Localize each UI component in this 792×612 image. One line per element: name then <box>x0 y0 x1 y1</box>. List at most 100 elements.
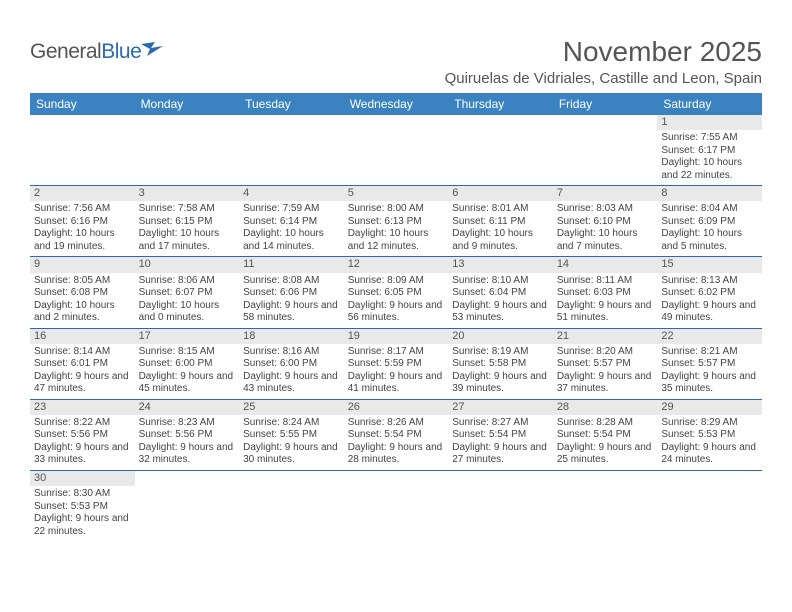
sunrise-text: Sunrise: 7:58 AM <box>139 203 236 216</box>
day-number: 21 <box>553 329 658 344</box>
daylight-text: Daylight: 10 hours and 0 minutes. <box>139 300 236 325</box>
sunset-text: Sunset: 5:53 PM <box>661 429 758 442</box>
sunset-text: Sunset: 6:15 PM <box>139 216 236 229</box>
day-number: 24 <box>135 400 240 415</box>
calendar-day-cell <box>553 115 658 186</box>
sunrise-text: Sunrise: 8:14 AM <box>34 346 131 359</box>
day-data: Sunrise: 8:16 AMSunset: 6:00 PMDaylight:… <box>239 344 344 399</box>
calendar-day-cell: 3Sunrise: 7:58 AMSunset: 6:15 PMDaylight… <box>135 186 240 257</box>
day-data: Sunrise: 8:05 AMSunset: 6:08 PMDaylight:… <box>30 273 135 328</box>
day-number: 6 <box>448 186 553 201</box>
calendar-day-cell: 16Sunrise: 8:14 AMSunset: 6:01 PMDayligh… <box>30 328 135 399</box>
day-data: Sunrise: 8:10 AMSunset: 6:04 PMDaylight:… <box>448 273 553 328</box>
sunset-text: Sunset: 6:11 PM <box>452 216 549 229</box>
daylight-text: Daylight: 9 hours and 53 minutes. <box>452 300 549 325</box>
calendar-day-cell: 25Sunrise: 8:24 AMSunset: 5:55 PMDayligh… <box>239 399 344 470</box>
title-block: November 2025 Quiruelas de Vidriales, Ca… <box>445 36 762 87</box>
day-number: 22 <box>657 329 762 344</box>
day-data: Sunrise: 8:20 AMSunset: 5:57 PMDaylight:… <box>553 344 658 399</box>
calendar-week-row: 9Sunrise: 8:05 AMSunset: 6:08 PMDaylight… <box>30 257 762 328</box>
weekday-header: Saturday <box>657 93 762 115</box>
sunrise-text: Sunrise: 8:00 AM <box>348 203 445 216</box>
day-number: 26 <box>344 400 449 415</box>
day-number: 27 <box>448 400 553 415</box>
daylight-text: Daylight: 9 hours and 39 minutes. <box>452 371 549 396</box>
calendar-day-cell: 24Sunrise: 8:23 AMSunset: 5:56 PMDayligh… <box>135 399 240 470</box>
calendar-day-cell: 1Sunrise: 7:55 AMSunset: 6:17 PMDaylight… <box>657 115 762 186</box>
sunrise-text: Sunrise: 7:56 AM <box>34 203 131 216</box>
sunset-text: Sunset: 6:08 PM <box>34 287 131 300</box>
sunset-text: Sunset: 6:09 PM <box>661 216 758 229</box>
calendar-day-cell <box>448 115 553 186</box>
calendar-day-cell <box>344 115 449 186</box>
day-data: Sunrise: 8:15 AMSunset: 6:00 PMDaylight:… <box>135 344 240 399</box>
sunrise-text: Sunrise: 8:21 AM <box>661 346 758 359</box>
calendar-day-cell: 14Sunrise: 8:11 AMSunset: 6:03 PMDayligh… <box>553 257 658 328</box>
logo-text-blue: Blue <box>101 40 141 63</box>
sunrise-text: Sunrise: 8:01 AM <box>452 203 549 216</box>
weekday-header-row: Sunday Monday Tuesday Wednesday Thursday… <box>30 93 762 115</box>
daylight-text: Daylight: 9 hours and 24 minutes. <box>661 442 758 467</box>
calendar-day-cell <box>448 470 553 541</box>
day-number: 3 <box>135 186 240 201</box>
calendar-week-row: 30Sunrise: 8:30 AMSunset: 5:53 PMDayligh… <box>30 470 762 541</box>
sunset-text: Sunset: 5:53 PM <box>34 501 131 514</box>
daylight-text: Daylight: 9 hours and 30 minutes. <box>243 442 340 467</box>
sunset-text: Sunset: 5:56 PM <box>34 429 131 442</box>
day-number: 16 <box>30 329 135 344</box>
day-data: Sunrise: 8:09 AMSunset: 6:05 PMDaylight:… <box>344 273 449 328</box>
daylight-text: Daylight: 9 hours and 22 minutes. <box>34 513 131 538</box>
sunrise-text: Sunrise: 8:15 AM <box>139 346 236 359</box>
day-number: 17 <box>135 329 240 344</box>
day-number: 4 <box>239 186 344 201</box>
sunrise-text: Sunrise: 7:59 AM <box>243 203 340 216</box>
calendar-day-cell: 28Sunrise: 8:28 AMSunset: 5:54 PMDayligh… <box>553 399 658 470</box>
day-number: 7 <box>553 186 658 201</box>
sunrise-text: Sunrise: 8:29 AM <box>661 417 758 430</box>
day-data: Sunrise: 8:19 AMSunset: 5:58 PMDaylight:… <box>448 344 553 399</box>
calendar-week-row: 2Sunrise: 7:56 AMSunset: 6:16 PMDaylight… <box>30 186 762 257</box>
daylight-text: Daylight: 9 hours and 32 minutes. <box>139 442 236 467</box>
calendar-day-cell: 17Sunrise: 8:15 AMSunset: 6:00 PMDayligh… <box>135 328 240 399</box>
sunrise-text: Sunrise: 8:28 AM <box>557 417 654 430</box>
sunset-text: Sunset: 6:06 PM <box>243 287 340 300</box>
sunset-text: Sunset: 6:00 PM <box>139 358 236 371</box>
sunrise-text: Sunrise: 8:17 AM <box>348 346 445 359</box>
calendar-day-cell: 12Sunrise: 8:09 AMSunset: 6:05 PMDayligh… <box>344 257 449 328</box>
calendar-day-cell: 6 Sunrise: 8:01 AMSunset: 6:11 PMDaylight… <box>448 186 553 257</box>
calendar-day-cell: 10Sunrise: 8:06 AMSunset: 6:07 PMDayligh… <box>135 257 240 328</box>
sunset-text: Sunset: 6:02 PM <box>661 287 758 300</box>
sunrise-text: Sunrise: 8:04 AM <box>661 203 758 216</box>
sunset-text: Sunset: 5:54 PM <box>348 429 445 442</box>
day-number: 15 <box>657 257 762 272</box>
daylight-text: Daylight: 9 hours and 27 minutes. <box>452 442 549 467</box>
sunrise-text: Sunrise: 8:09 AM <box>348 275 445 288</box>
calendar-day-cell: 21Sunrise: 8:20 AMSunset: 5:57 PMDayligh… <box>553 328 658 399</box>
sunrise-text: Sunrise: 8:22 AM <box>34 417 131 430</box>
sunset-text: Sunset: 6:07 PM <box>139 287 236 300</box>
day-data: Sunrise: 8:17 AMSunset: 5:59 PMDaylight:… <box>344 344 449 399</box>
daylight-text: Daylight: 9 hours and 25 minutes. <box>557 442 654 467</box>
logo-text: GeneralBlue <box>30 40 141 64</box>
calendar-day-cell: 15Sunrise: 8:13 AMSunset: 6:02 PMDayligh… <box>657 257 762 328</box>
calendar-day-cell: 5Sunrise: 8:00 AMSunset: 6:13 PMDaylight… <box>344 186 449 257</box>
day-data: Sunrise: 8:11 AMSunset: 6:03 PMDaylight:… <box>553 273 658 328</box>
daylight-text: Daylight: 9 hours and 28 minutes. <box>348 442 445 467</box>
day-number: 28 <box>553 400 658 415</box>
day-data: Sunrise: 7:59 AMSunset: 6:14 PMDaylight:… <box>239 201 344 256</box>
day-data: Sunrise: 8:30 AMSunset: 5:53 PMDaylight:… <box>30 486 135 541</box>
day-data: Sunrise: 8:22 AMSunset: 5:56 PMDaylight:… <box>30 415 135 470</box>
calendar-week-row: 16Sunrise: 8:14 AMSunset: 6:01 PMDayligh… <box>30 328 762 399</box>
day-number: 20 <box>448 329 553 344</box>
daylight-text: Daylight: 10 hours and 9 minutes. <box>452 228 549 253</box>
day-data: Sunrise: 8:14 AMSunset: 6:01 PMDaylight:… <box>30 344 135 399</box>
day-number: 9 <box>30 257 135 272</box>
month-title: November 2025 <box>445 36 762 68</box>
sunrise-text: Sunrise: 8:16 AM <box>243 346 340 359</box>
day-number: 2 <box>30 186 135 201</box>
calendar-day-cell: 26Sunrise: 8:26 AMSunset: 5:54 PMDayligh… <box>344 399 449 470</box>
day-data: Sunrise: 8:08 AMSunset: 6:06 PMDaylight:… <box>239 273 344 328</box>
day-data: Sunrise: 8:24 AMSunset: 5:55 PMDaylight:… <box>239 415 344 470</box>
day-data: Sunrise: 8:13 AMSunset: 6:02 PMDaylight:… <box>657 273 762 328</box>
daylight-text: Daylight: 9 hours and 51 minutes. <box>557 300 654 325</box>
